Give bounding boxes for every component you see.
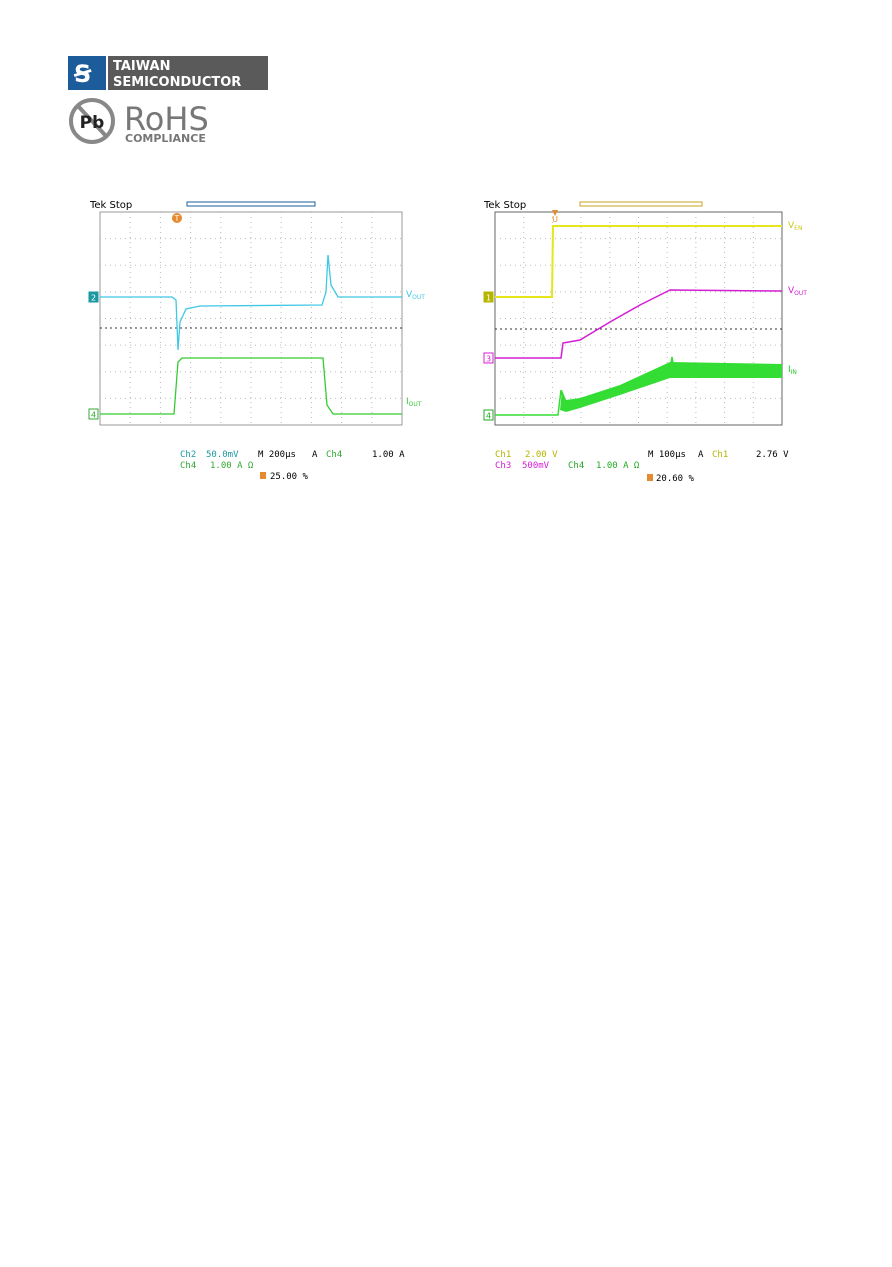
readout-marker	[260, 472, 266, 479]
rohs: Pb RoHS COMPLIANCE	[69, 98, 209, 145]
label-sub: OUT	[794, 290, 807, 297]
readout: Ch2	[180, 450, 196, 460]
readout: Ch3	[495, 461, 511, 471]
logo-text: SEMICONDUCTOR	[113, 75, 241, 90]
screen	[494, 211, 783, 426]
readout: Ch1	[712, 450, 728, 460]
trace-ven	[495, 225, 782, 298]
pb-text: Pb	[80, 113, 105, 133]
channel-marker	[88, 408, 99, 420]
trace-vout	[100, 254, 402, 351]
trigger-icon	[172, 213, 182, 223]
readout: 1.00 A	[372, 450, 405, 460]
trace-iout	[100, 357, 402, 415]
trace-iin	[495, 356, 783, 416]
readout: Ch1	[495, 450, 511, 460]
scope-status: Tek Stop	[483, 200, 526, 211]
readout: 2.00 V	[525, 450, 558, 460]
channel-marker-text: 4	[486, 412, 491, 421]
rohs-subtitle: COMPLIANCE	[125, 132, 206, 145]
channel-marker-text: 2	[91, 294, 96, 303]
label-main: V	[406, 290, 413, 300]
logo-glyph: Ꞩ	[73, 60, 92, 88]
readout: M 200µs	[258, 450, 296, 460]
pb-slash	[76, 104, 108, 138]
label-main: I	[788, 365, 791, 375]
rohs-title: RoHS	[124, 100, 209, 138]
channel-marker-text: 4	[91, 411, 96, 420]
readout: 1.00 A Ω	[210, 461, 254, 471]
trace-label: IOUT	[406, 397, 422, 408]
trace-label: VOUT	[406, 290, 425, 301]
trace-label: IIN	[788, 365, 797, 376]
scope-right	[494, 201, 783, 426]
readout: A	[312, 450, 318, 460]
logo-text: TAIWAN	[113, 59, 170, 74]
label-main: V	[788, 286, 795, 296]
label-main: V	[788, 221, 795, 231]
scope-status: Tek Stop	[89, 200, 132, 211]
channel-marker-text: 1	[486, 294, 491, 303]
readout: 2.76 V	[756, 450, 789, 460]
scope-left	[99, 201, 403, 426]
trigger-arrow	[552, 210, 558, 216]
trace-label: VOUT	[788, 286, 807, 297]
readout-marker	[647, 474, 653, 481]
trigger-marker: T	[174, 214, 180, 223]
trace-vout	[495, 289, 783, 359]
readout: Ch4	[568, 461, 584, 471]
readout: M 100µs	[648, 450, 686, 460]
readout: 1.00 A Ω	[596, 461, 640, 471]
channel-marker	[483, 409, 494, 421]
readout: 50.0mV	[206, 450, 239, 460]
readout: Ch4	[326, 450, 342, 460]
channel-marker	[88, 291, 99, 303]
channel-marker	[483, 291, 494, 303]
trace-label: VEN	[788, 221, 802, 232]
trigger-marker: U	[552, 215, 558, 224]
trace-iin-band	[560, 362, 782, 412]
readout: 500mV	[522, 461, 550, 471]
channel-marker	[483, 352, 494, 364]
record-bar	[186, 201, 316, 207]
channel-marker-text: 3	[486, 355, 491, 364]
logo-box	[108, 56, 268, 90]
record-bar	[579, 201, 703, 207]
logo-mark	[68, 56, 106, 90]
label-sub: IN	[791, 369, 797, 376]
readout: A	[698, 450, 704, 460]
logo: Ꞩ TAIWAN SEMICONDUCTOR	[68, 56, 268, 90]
label-sub: OUT	[409, 401, 422, 408]
readout: 25.00 %	[270, 472, 309, 482]
label-sub: OUT	[412, 294, 425, 301]
label-sub: EN	[794, 225, 802, 232]
readout: 20.60 %	[656, 474, 695, 484]
label-main: I	[406, 397, 409, 407]
readout: Ch4	[180, 461, 196, 471]
